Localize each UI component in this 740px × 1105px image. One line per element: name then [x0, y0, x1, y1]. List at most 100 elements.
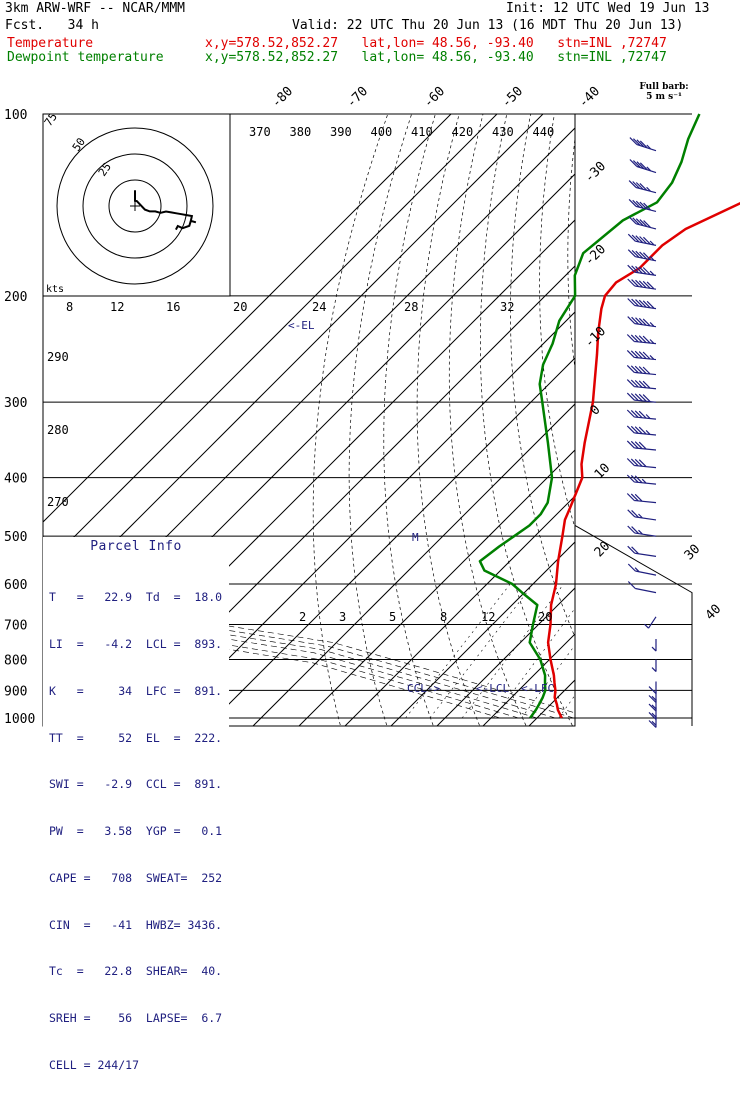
- parcel-row-sreh: SREH = 56 LAPSE= 6.7: [49, 1011, 229, 1027]
- mixing-ratio-label: 3: [339, 610, 346, 624]
- wind-barb-shaft: [628, 299, 656, 309]
- hodograph-box: [43, 114, 230, 296]
- wind-barb-shaft: [627, 426, 656, 435]
- wind-barb: [630, 138, 656, 151]
- wind-barb: [645, 617, 657, 628]
- parcel-row-cape: CAPE = 708 SWEAT= 252: [49, 871, 229, 887]
- hodograph-unit-label: kts: [46, 284, 64, 295]
- wind-barb-shaft: [630, 138, 656, 151]
- wind-barb-shaft: [627, 459, 656, 468]
- wind-barb: [649, 715, 656, 727]
- isotherm-line: [202, 86, 740, 730]
- wind-barb-shaft: [627, 393, 656, 402]
- isotherm-tick-label: -20: [582, 242, 609, 269]
- parcel-info-panel: Parcel Info T = 22.9 Td = 18.0 LI = -4.2…: [43, 537, 229, 727]
- theta-label: 20: [233, 300, 247, 314]
- dry-adiabat-line: [595, 114, 740, 731]
- dry-adiabat-label: 290: [47, 350, 69, 364]
- wind-barb: [628, 299, 656, 309]
- skewt-sounding-window: 3km ARW-WRF -- NCAR/MMM Init: 12 UTC Wed…: [0, 0, 740, 740]
- mixing-ratio-label: 2: [299, 610, 306, 624]
- dry-adiabat-line: [648, 114, 740, 731]
- wind-barb: [652, 639, 656, 651]
- parcel-row-cell: CELL = 244/17: [49, 1058, 229, 1074]
- dry-adiabat-line: [673, 114, 740, 731]
- theta-e-label: 410: [411, 125, 433, 139]
- wind-barb: [627, 459, 656, 468]
- wind-barb: [627, 335, 656, 344]
- isotherm-tick-label: 10: [592, 461, 614, 483]
- barb-legend-title: Full barb:: [635, 82, 693, 92]
- mixing-ratio-label: 5: [389, 610, 396, 624]
- parcel-row-swi: SWI = -2.9 CCL = 891.: [49, 777, 229, 793]
- wind-barb-shaft: [627, 475, 656, 484]
- wind-barb-shaft: [649, 715, 656, 727]
- wind-barb-shaft: [652, 639, 656, 651]
- isotherm-line: [662, 86, 740, 730]
- parcel-row-k: K = 34 LFC = 891.: [49, 684, 229, 700]
- mixing-ratio-label: 20: [538, 610, 552, 624]
- wind-barb: [628, 317, 656, 327]
- mixing-ratio-label: 12: [481, 610, 495, 624]
- wind-barb: [628, 279, 656, 289]
- parcel-row-tc: Tc = 22.8 SHEAR= 40.: [49, 964, 229, 980]
- skew-boundary-line: [575, 525, 692, 726]
- pressure-tick-label: 600: [4, 578, 27, 593]
- wind-barb: [630, 160, 656, 173]
- lfc-marker: <-LFC: [521, 682, 554, 695]
- wind-barb-shaft: [629, 217, 656, 229]
- wind-barb-shaft: [629, 181, 656, 193]
- isotherm-line: [478, 86, 740, 730]
- ccl-marker: CCL->: [407, 682, 440, 695]
- pressure-tick-label: 700: [4, 618, 27, 633]
- wind-barb: [649, 681, 656, 693]
- theta-label: 32: [500, 300, 514, 314]
- wind-barb: [628, 526, 656, 536]
- dry-adiabat-line: [384, 114, 436, 731]
- mixing-ratio-line: [430, 584, 533, 718]
- pressure-tick-label: 1000: [4, 712, 35, 727]
- wind-barb-shaft: [627, 441, 656, 450]
- wind-barb-shaft: [627, 335, 656, 344]
- dry-adiabat-line: [480, 114, 575, 731]
- wind-barb-shaft: [628, 546, 656, 556]
- wind-barb-shaft: [628, 317, 656, 327]
- isotherm-line: [340, 86, 740, 730]
- wind-barb: [628, 582, 656, 593]
- wind-barb-shaft: [628, 526, 656, 536]
- wind-barb: [627, 441, 656, 450]
- wind-barb: [627, 380, 656, 389]
- wind-barb: [627, 426, 656, 435]
- lcl-marker: <-LCL: [476, 682, 509, 695]
- wind-barb: [627, 494, 656, 503]
- wind-barb: [629, 217, 656, 229]
- wind-barb: [628, 234, 656, 245]
- wind-barb-shaft: [649, 681, 656, 693]
- wind-barb-shaft: [628, 234, 656, 245]
- theta-e-label: 430: [492, 125, 514, 139]
- dry-adiabat-line: [449, 114, 528, 731]
- theta-e-label: 390: [330, 125, 352, 139]
- theta-label: 8: [66, 300, 73, 314]
- parcel-row-t: T = 22.9 Td = 18.0: [49, 590, 229, 606]
- pressure-tick-label: 900: [4, 684, 27, 699]
- wind-barb-shaft: [627, 350, 656, 359]
- wind-barb: [627, 393, 656, 402]
- wind-barb: [627, 350, 656, 359]
- wind-barb-shaft: [628, 582, 656, 593]
- wind-barb-shaft: [645, 617, 657, 628]
- wind-barb: [627, 365, 656, 374]
- isotherm-tick-label: -10: [582, 324, 609, 351]
- isotherm-tick-label: -30: [582, 159, 609, 186]
- pressure-tick-label: 100: [4, 108, 27, 123]
- wind-barb-shaft: [630, 160, 656, 173]
- isotherm-tick-label: 30: [682, 542, 704, 564]
- wind-barb: [652, 659, 656, 671]
- isotherm-tick-label: -50: [499, 84, 526, 111]
- pressure-tick-label: 300: [4, 396, 27, 411]
- isotherm-tick-label: 20: [592, 539, 614, 561]
- isotherm-tick-label: -40: [576, 84, 603, 111]
- theta-label: 24: [312, 300, 326, 314]
- wind-barb-shaft: [628, 510, 656, 520]
- dry-adiabat-label: 270: [47, 495, 69, 509]
